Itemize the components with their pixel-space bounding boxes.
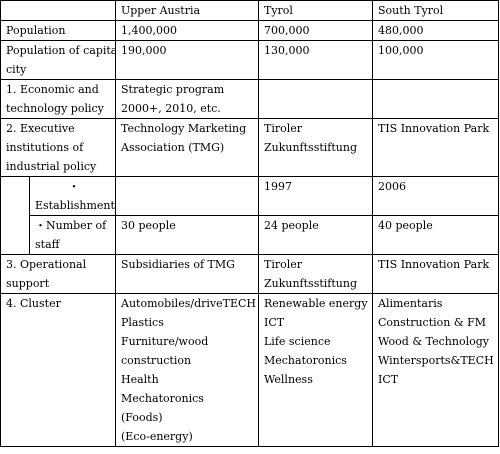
- cluster-st-item: ICT: [378, 373, 399, 386]
- label-operational-line2: support: [6, 277, 50, 290]
- staff-tyrol: 24 people: [258, 215, 373, 255]
- operational-south-tyrol: TIS Innovation Park: [372, 254, 499, 294]
- label-operational-support: 3. Operational support: [0, 254, 116, 294]
- label-staff: ・Number of staff: [29, 215, 116, 255]
- capital-population-tyrol: 130,000: [258, 40, 373, 80]
- operational-tyrol: Tiroler Zukunftsstiftung: [258, 254, 373, 294]
- row-cluster: 4. Cluster Automobiles/driveTECH Plastic…: [0, 293, 499, 447]
- economic-policy-upper-austria-line1: Strategic program: [121, 83, 225, 96]
- cluster-st-item: Wintersports&TECH: [378, 354, 494, 367]
- label-executive-line1: 2. Executive: [6, 122, 75, 135]
- executive-tyrol: Tiroler Zukunftsstiftung: [258, 118, 373, 177]
- economic-policy-upper-austria: Strategic program 2000+, 2010, etc.: [115, 79, 259, 119]
- cluster-ua-item: Automobiles/driveTECH: [121, 297, 256, 310]
- operational-tyrol-line2: Zukunftsstiftung: [264, 277, 357, 290]
- cluster-tyrol-item: Life science: [264, 335, 331, 348]
- cluster-tyrol: Renewable energy ICT Life science Mechat…: [258, 293, 373, 447]
- executive-upper-austria-line2: Association (TMG): [121, 141, 225, 154]
- label-cluster: 4. Cluster: [0, 293, 116, 447]
- label-economic-policy-line1: 1. Economic and: [6, 83, 99, 96]
- label-executive-line3: industrial policy: [6, 160, 97, 173]
- header-row: Upper Austria Tyrol South Tyrol: [0, 0, 499, 21]
- cluster-ua-item: construction: [121, 354, 192, 367]
- operational-upper-austria: Subsidiaries of TMG: [115, 254, 259, 294]
- economic-policy-upper-austria-line2: 2000+, 2010, etc.: [121, 102, 221, 115]
- capital-population-upper-austria: 190,000: [115, 40, 259, 80]
- label-executive-line2: institutions of: [6, 141, 84, 154]
- header-tyrol: Tyrol: [258, 0, 373, 21]
- executive-upper-austria-line1: Technology Marketing: [121, 122, 247, 135]
- row-economic-policy: 1. Economic and technology policy Strate…: [0, 79, 499, 119]
- establishment-upper-austria: [115, 176, 259, 216]
- establishment-bullet: ・: [68, 180, 80, 193]
- label-population: Population: [0, 20, 116, 41]
- label-economic-policy: 1. Economic and technology policy: [0, 79, 116, 119]
- staff-south-tyrol: 40 people: [372, 215, 499, 255]
- cluster-tyrol-item: Wellness: [264, 373, 313, 386]
- cluster-st-item: Construction & FM: [378, 316, 487, 329]
- establishment-tyrol: 1997: [258, 176, 373, 216]
- economic-policy-tyrol: [258, 79, 373, 119]
- cluster-upper-austria: Automobiles/driveTECH Plastics Furniture…: [115, 293, 259, 447]
- establishment-south-tyrol: 2006: [372, 176, 499, 216]
- cluster-ua-item: Health: [121, 373, 159, 386]
- cluster-ua-item: (Eco-energy): [121, 430, 193, 443]
- cluster-tyrol-item: Mechatoronics: [264, 354, 347, 367]
- sub-indent-cell: [0, 176, 30, 255]
- executive-upper-austria: Technology Marketing Association (TMG): [115, 118, 259, 177]
- cluster-ua-item: Plastics: [121, 316, 164, 329]
- executive-tyrol-line2: Zukunftsstiftung: [264, 141, 357, 154]
- staff-upper-austria: 30 people: [115, 215, 259, 255]
- row-executive-institutions: 2. Executive institutions of industrial …: [0, 118, 499, 177]
- label-capital-population-line2: city: [6, 63, 27, 76]
- row-population: Population 1,400,000 700,000 480,000: [0, 20, 499, 41]
- cluster-tyrol-item: ICT: [264, 316, 285, 329]
- label-capital-population-line1: Population of capital: [6, 44, 116, 57]
- label-economic-policy-line2: technology policy: [6, 102, 104, 115]
- executive-south-tyrol: TIS Innovation Park: [372, 118, 499, 177]
- cluster-st-item: Wood & Technology: [378, 335, 489, 348]
- label-staff-line2: staff: [35, 238, 60, 251]
- population-south-tyrol: 480,000: [372, 20, 499, 41]
- population-tyrol: 700,000: [258, 20, 373, 41]
- header-blank-cell: [0, 0, 116, 21]
- establishment-label: Establishment: [35, 199, 115, 212]
- cluster-south-tyrol: Alimentaris Construction & FM Wood & Tec…: [372, 293, 499, 447]
- row-establishment: ・ Establishment 1997 2006: [0, 176, 499, 255]
- row-staff: ・Number of staff 30 people 24 people 40 …: [1, 215, 499, 255]
- cluster-ua-item: Mechatoronics: [121, 392, 204, 405]
- header-upper-austria: Upper Austria: [115, 0, 259, 21]
- operational-tyrol-line1: Tiroler: [264, 258, 303, 271]
- cluster-ua-item: Furniture/wood: [121, 335, 209, 348]
- label-staff-line1: ・Number of: [35, 219, 107, 232]
- header-south-tyrol: South Tyrol: [372, 0, 499, 21]
- label-establishment: ・ Establishment: [29, 176, 116, 216]
- cluster-tyrol-item: Renewable energy: [264, 297, 368, 310]
- executive-tyrol-line1: Tiroler: [264, 122, 303, 135]
- population-upper-austria: 1,400,000: [115, 20, 259, 41]
- cluster-ua-item: (Foods): [121, 411, 163, 424]
- label-operational-line1: 3. Operational: [6, 258, 87, 271]
- economic-policy-south-tyrol: [372, 79, 499, 119]
- cluster-st-item: Alimentaris: [378, 297, 443, 310]
- row-capital-population: Population of capital city 190,000 130,0…: [0, 40, 499, 80]
- label-executive-institutions: 2. Executive institutions of industrial …: [0, 118, 116, 177]
- label-capital-population: Population of capital city: [0, 40, 116, 80]
- capital-population-south-tyrol: 100,000: [372, 40, 499, 80]
- row-operational-support: 3. Operational support Subsidiaries of T…: [0, 254, 499, 294]
